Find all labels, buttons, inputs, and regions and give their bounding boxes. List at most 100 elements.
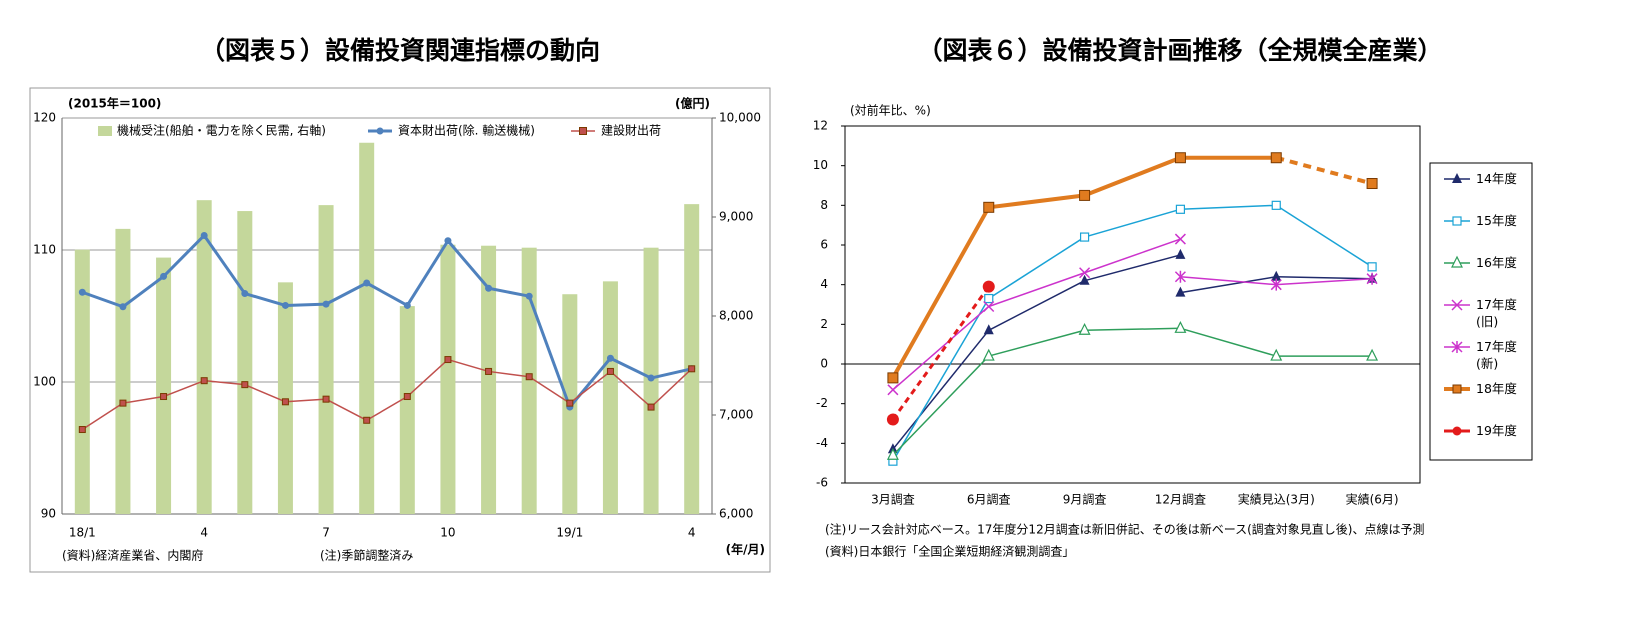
point [983, 324, 994, 335]
y2-tick-label: 7,000 [719, 408, 753, 422]
y-tick-label: 100 [33, 375, 56, 389]
line-segment [892, 305, 990, 391]
source-note: (資料)日本銀行「全国企業短期経済観測調査」 [825, 544, 1074, 559]
point [886, 447, 899, 460]
point [1270, 278, 1282, 291]
line-segment [1180, 275, 1277, 286]
line-segment [204, 379, 245, 386]
point [1452, 384, 1462, 394]
legend-entry: 15年度 [1476, 213, 1517, 228]
y-tick-label: 90 [41, 507, 56, 521]
line-segment [892, 329, 990, 450]
line-segment [122, 395, 164, 404]
bar [237, 211, 253, 514]
legend-entry: 17年度(旧) [1476, 297, 1517, 329]
chart-title: （図表６）設備投資計画推移（全規模全産業） [917, 36, 1442, 65]
point [982, 348, 995, 361]
bar [318, 205, 334, 514]
line-segment [406, 359, 449, 398]
point [887, 372, 899, 384]
point [1175, 248, 1186, 259]
line-segment [1180, 327, 1277, 357]
point [566, 399, 574, 407]
x-tick-label: 4 [688, 526, 696, 540]
line-segment [609, 370, 652, 408]
line-segment [988, 193, 1085, 210]
bar [277, 282, 293, 514]
point [647, 374, 655, 382]
line-segment [988, 272, 1085, 308]
bar [481, 245, 497, 514]
point [1174, 233, 1186, 245]
point [1451, 255, 1463, 268]
point [1366, 178, 1378, 190]
point [1079, 274, 1090, 285]
y2-tick-label: 9,000 [719, 210, 753, 224]
y-axis-label: (対前年比、%) [850, 103, 931, 118]
point [525, 373, 533, 381]
line-segment [1180, 204, 1277, 211]
x-tick-label: 4 [200, 526, 208, 540]
legend-box [1429, 162, 1533, 461]
point [281, 398, 289, 406]
line-segment [527, 295, 572, 408]
legend-entry: 17年度(新) [1476, 339, 1517, 371]
x-tick-label: 12月調査 [1155, 493, 1206, 507]
point [1451, 341, 1463, 353]
point [78, 288, 86, 296]
bar [684, 204, 700, 514]
point [119, 399, 127, 407]
point [1079, 267, 1091, 279]
point [160, 393, 168, 401]
point [1271, 200, 1281, 210]
point [1271, 270, 1282, 281]
line-segment [81, 402, 124, 431]
point [1175, 204, 1186, 214]
line-segment [202, 234, 247, 295]
bar [399, 306, 415, 514]
line-segment [988, 236, 1085, 300]
line-segment [568, 357, 612, 409]
y-tick-label: 110 [33, 243, 56, 257]
bar [74, 249, 90, 515]
line-segment [446, 239, 490, 290]
point [444, 356, 452, 364]
y-tick-label: 10 [813, 158, 828, 172]
point [1175, 286, 1186, 297]
point [1270, 348, 1283, 361]
y-tick-label: 6 [820, 238, 828, 252]
line-segment [285, 398, 327, 403]
y-axis-label: (2015年＝100) [68, 96, 161, 111]
footnote: (注)リース会計対応ベース。17年度分12月調査は新旧併記、その後は新ベース(調… [825, 522, 1424, 537]
line-segment [285, 302, 327, 307]
legend-label: 17年度(旧) [1476, 297, 1517, 329]
point [887, 384, 899, 396]
chart-title: （図表５）設備投資関連指標の動向 [200, 36, 600, 65]
legend-label: 16年度 [1476, 255, 1517, 270]
line-segment [891, 206, 991, 379]
legend-label: 14年度 [1476, 171, 1517, 186]
line-segment [650, 367, 693, 380]
bar [156, 257, 172, 514]
y2-tick-label: 10,000 [719, 111, 761, 125]
line-segment [122, 275, 165, 308]
point [200, 231, 208, 239]
line-segment [365, 281, 409, 307]
point [1079, 232, 1090, 242]
point [1174, 320, 1187, 333]
point [1270, 152, 1282, 164]
y2-tick-label: 6,000 [719, 507, 753, 521]
plot-frame [844, 125, 1421, 484]
point [1366, 272, 1378, 285]
point [281, 301, 289, 309]
line-segment [488, 286, 530, 298]
y-tick-label: 12 [813, 119, 828, 133]
point [982, 280, 995, 293]
line-segment [1180, 275, 1277, 294]
legend-entry: 19年度 [1476, 423, 1517, 438]
line-segment [1275, 204, 1373, 268]
line-segment [988, 329, 1085, 357]
legend-swatch [98, 126, 112, 136]
point [241, 381, 249, 389]
